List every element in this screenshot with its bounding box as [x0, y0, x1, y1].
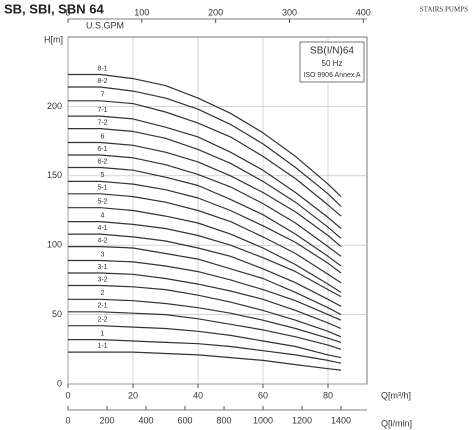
y-tick-label: 150 [47, 170, 62, 180]
x-bottom2-tick-label: 800 [217, 415, 232, 425]
y-tick-label: 100 [47, 240, 62, 250]
pump-curve [68, 141, 342, 248]
curve-label: 5-1 [97, 185, 107, 192]
pump-curve [68, 115, 342, 229]
pump-curve [68, 246, 342, 316]
curve-label: 6-1 [97, 146, 107, 153]
x-tick-label: 0 [65, 390, 70, 400]
pump-curve [68, 207, 342, 293]
pump-curve [68, 311, 342, 350]
pump-curve [68, 325, 342, 359]
x-bottom2-label: Q[l/min] [381, 418, 412, 428]
pump-curve [68, 128, 342, 239]
curve-label: 7-1 [97, 107, 107, 114]
x-top-tick-label: 0 [65, 7, 70, 17]
pump-curve [68, 180, 342, 274]
pump-curve [68, 166, 342, 267]
curve-label: 6-2 [97, 158, 107, 165]
legend-frequency: 50 Hz [322, 59, 343, 68]
legend-standard: ISO 9906 Annex A [303, 72, 361, 79]
x-bottom2-tick-label: 1000 [253, 415, 273, 425]
pump-curve [68, 259, 342, 321]
pump-curve [68, 100, 342, 217]
y-tick-label: 0 [57, 378, 62, 388]
x-tick-label: 80 [323, 390, 333, 400]
pump-curve [68, 86, 342, 207]
y-tick-label: 200 [47, 101, 62, 111]
curve-label: 6 [101, 133, 105, 140]
x-top-tick-label: 200 [208, 7, 223, 17]
x-bottom2-tick-label: 600 [178, 415, 193, 425]
pump-curve [68, 298, 342, 343]
curve-label: 7-2 [97, 119, 107, 126]
pump-curve [68, 339, 342, 364]
curve-label: 7 [101, 92, 105, 99]
y-axis-label: H[m] [44, 34, 63, 44]
x-top-tick-label: 300 [282, 7, 297, 17]
curve-label: 2-2 [97, 317, 107, 324]
x-bottom2-tick-label: 1400 [331, 415, 351, 425]
curve-label: 8-2 [97, 78, 107, 85]
x-axis-label: Q[m³/h] [381, 390, 411, 400]
x-bottom2-tick-label: 1200 [292, 415, 312, 425]
pump-curve [68, 221, 342, 298]
x-tick-label: 20 [128, 390, 138, 400]
x-tick-label: 40 [193, 390, 203, 400]
curve-label: 4-2 [97, 237, 107, 244]
chart-title: SB, SBI, SBN 64 [4, 1, 104, 16]
curve-label: 1 [101, 330, 105, 337]
x-tick-label: 60 [258, 390, 268, 400]
pump-curve [68, 154, 342, 257]
x-bottom2-tick-label: 400 [139, 415, 154, 425]
curve-label: 2-1 [97, 303, 107, 310]
legend-box [299, 41, 365, 83]
pump-curve [68, 272, 342, 330]
curve-label: 3-2 [97, 276, 107, 283]
pump-curve [68, 193, 342, 284]
curve-label: 3-1 [97, 264, 107, 271]
curve-label: 3 [101, 251, 105, 258]
curve-label: 2 [101, 290, 105, 297]
brand: STAIRS PUMPS [420, 6, 468, 14]
legend-model: SB(I/N)64 [310, 46, 354, 57]
pump-curve [68, 351, 342, 371]
pump-curve [68, 73, 342, 198]
x-top-tick-label: 400 [356, 7, 371, 17]
x-top-label: U.S.GPM [86, 20, 124, 30]
x-top-tick-label: 100 [134, 7, 149, 17]
y-tick-label: 50 [52, 309, 62, 319]
curve-label: 4-1 [97, 225, 107, 232]
x-bottom2-tick-label: 200 [99, 415, 114, 425]
curve-label: 5 [101, 172, 105, 179]
curve-label: 4 [101, 212, 105, 219]
curve-label: 1-1 [97, 343, 107, 350]
x-bottom2-tick-label: 0 [65, 415, 70, 425]
curve-label: 5-2 [97, 199, 107, 206]
curve-label: 8-1 [97, 65, 107, 72]
pump-curve [68, 233, 342, 307]
pump-curve [68, 284, 342, 338]
